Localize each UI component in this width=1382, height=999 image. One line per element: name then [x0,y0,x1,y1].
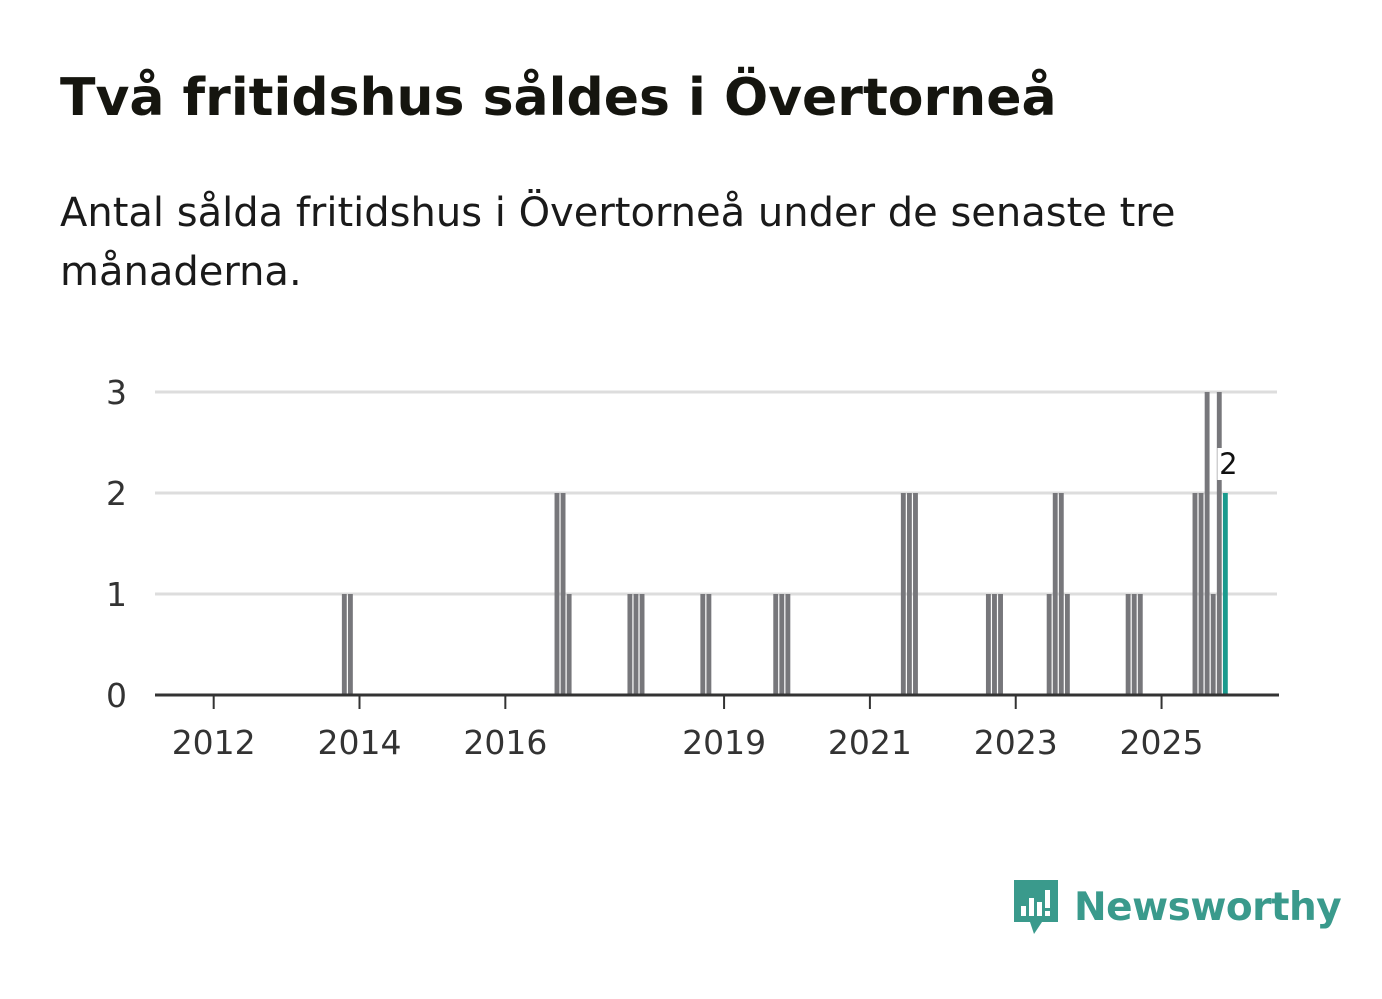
y-tick-label: 3 [106,373,127,412]
y-tick-label: 1 [106,575,127,614]
x-tick-label: 2023 [974,723,1058,762]
bar [1052,493,1058,695]
bar [1125,594,1131,695]
bar [341,594,347,695]
highlighted-bar [1222,493,1228,695]
newsworthy-logo: Newsworthy [1010,876,1342,938]
bar [633,594,639,695]
x-tick-label: 2025 [1120,723,1204,762]
data-label: 2 [1219,447,1237,481]
data-label-background [1217,448,1240,480]
bar [785,594,791,695]
chart-subtitle: Antal sålda fritidshus i Övertorneå unde… [60,190,1176,295]
x-tick-label: 2016 [463,723,547,762]
bar-chart-speech-bubble-icon [1014,880,1058,934]
chart-title: Två fritidshus såldes i Övertorneå [60,68,1057,128]
bar [700,594,706,695]
bar [992,594,997,695]
bars [341,392,1228,695]
gridlines [155,390,1277,596]
x-axis [155,693,1279,709]
bar [1192,493,1198,695]
bar [1046,594,1052,695]
bar [347,594,353,695]
y-tick-label: 2 [106,474,127,513]
bar [998,594,1003,695]
bar [627,594,633,695]
bar [639,594,645,695]
bar [779,594,785,695]
bar [1204,392,1210,695]
bar [985,594,991,695]
bar [773,594,779,695]
bar [706,594,712,695]
y-tick-label: 0 [106,676,127,715]
bar [1198,493,1204,695]
bar [1058,493,1064,695]
x-tick-label: 2019 [682,723,766,762]
bar [566,594,572,695]
bar [1216,392,1222,695]
bar [1137,594,1143,695]
bar [554,493,560,695]
bar [1064,594,1070,695]
x-tick-label: 2012 [172,723,256,762]
bar [1210,594,1216,695]
logo-text: Newsworthy [1074,884,1342,930]
bar [560,493,566,695]
x-tick-label: 2014 [318,723,402,762]
bar [906,493,912,695]
bar [900,493,906,695]
axis-labels: 0 1 2 3 2 2012 2014 2016 2019 2021 2023 2025 [106,373,1240,762]
bar [913,493,918,695]
x-tick-label: 2021 [828,723,912,762]
bar [1131,594,1137,695]
